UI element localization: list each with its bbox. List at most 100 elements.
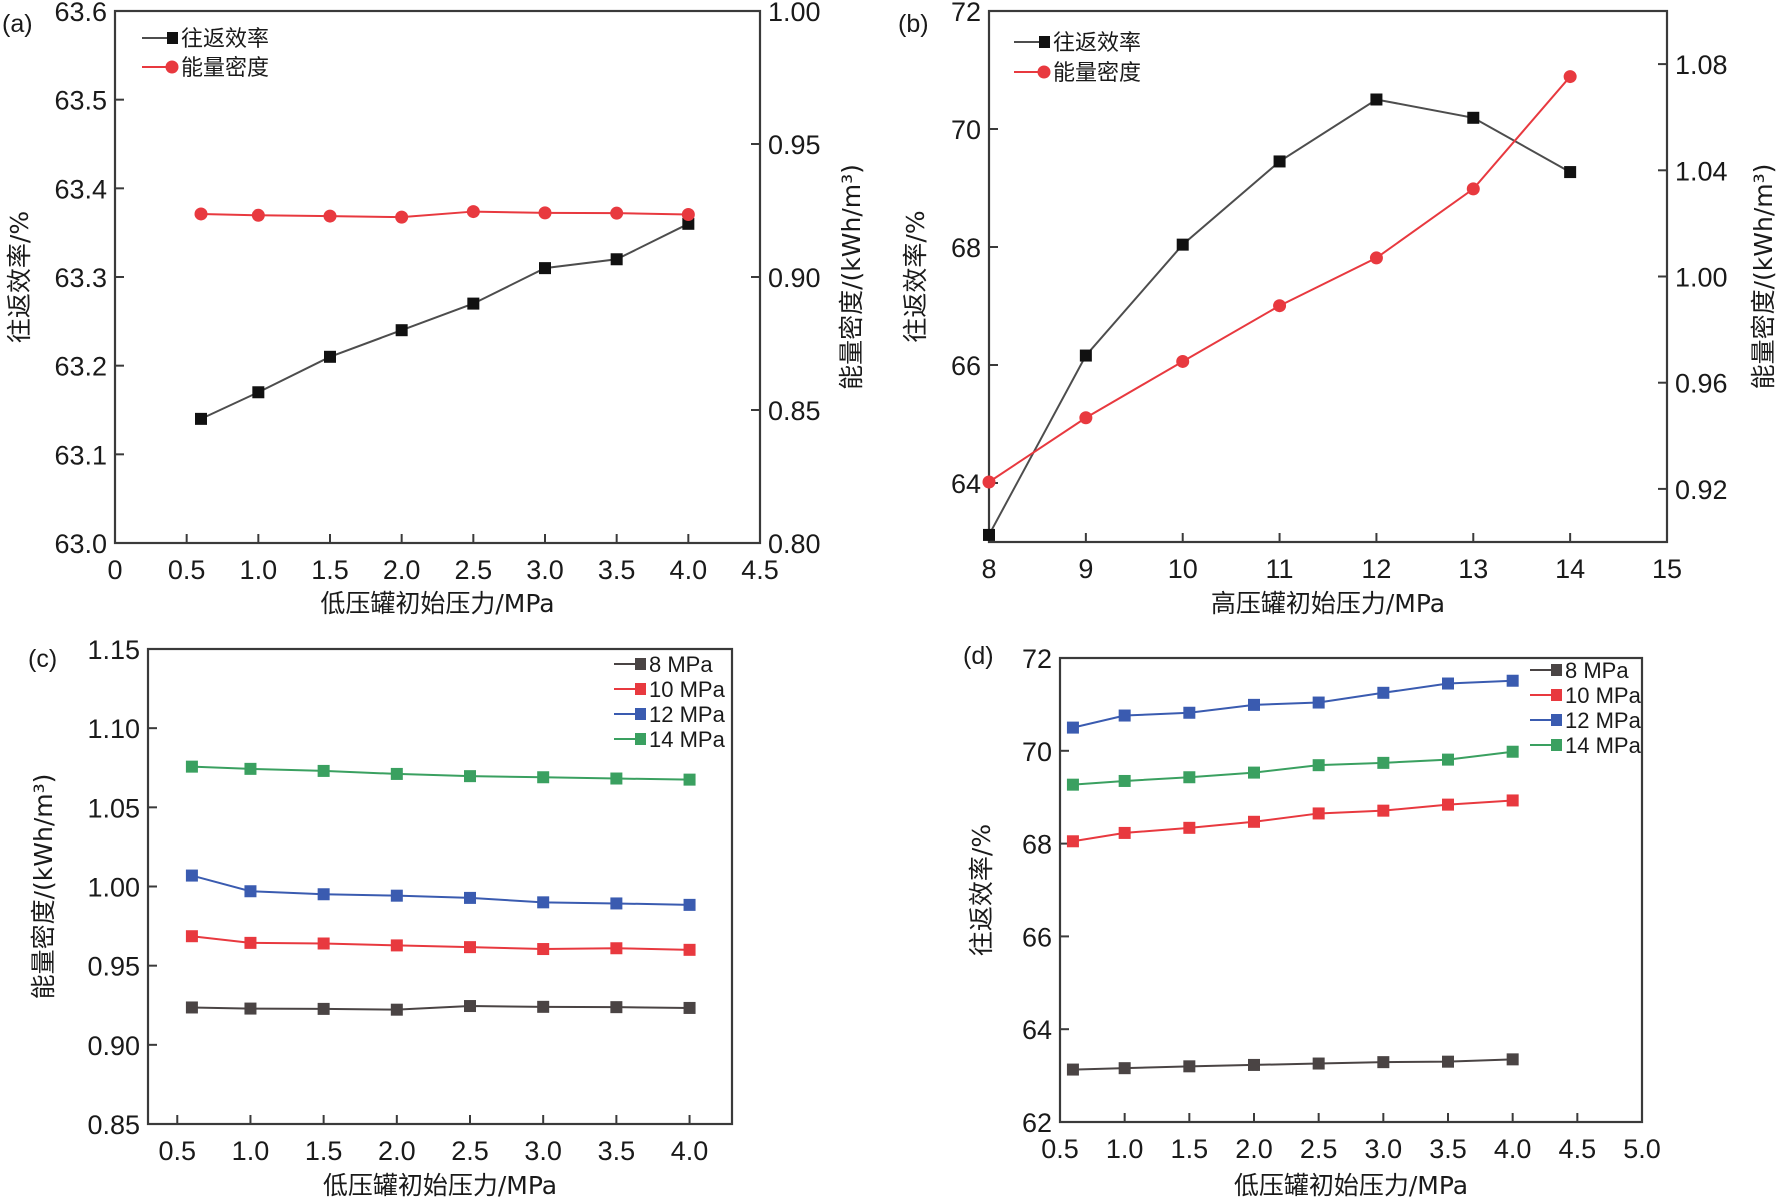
series-line <box>1072 750 1513 786</box>
series-line <box>191 874 690 906</box>
y-tick-label: 1.10 <box>87 714 140 744</box>
legend-label: 8 MPa <box>1565 658 1629 683</box>
data-point <box>683 1001 696 1014</box>
x-tick-label: 4.0 <box>671 1136 709 1166</box>
data-point <box>682 217 695 230</box>
x-tick-label: 3.0 <box>524 1136 562 1166</box>
data-point <box>681 207 695 221</box>
y2-axis-title: 能量密度/(kWh/m³) <box>837 164 866 390</box>
y-tick-label: 63.1 <box>54 440 107 470</box>
y-tick-label: 64 <box>1022 1015 1052 1045</box>
series-line <box>191 935 690 951</box>
series-b-1 <box>982 70 1577 489</box>
data-point <box>244 936 257 949</box>
series-line <box>1072 1058 1513 1071</box>
y2-tick-label: 1.04 <box>1675 156 1728 186</box>
data-point <box>1248 815 1260 828</box>
legend-marker <box>1039 36 1050 48</box>
data-point <box>1118 709 1131 722</box>
y-tick-label: 63.6 <box>54 0 107 27</box>
series-c-0 <box>185 1000 696 1016</box>
y2-tick-label: 1.08 <box>1675 50 1728 80</box>
y2-tick-label: 1.00 <box>1675 263 1728 293</box>
legend-label: 12 MPa <box>1565 708 1642 733</box>
x-tick-label: 13 <box>1458 554 1488 584</box>
y-tick-label: 70 <box>1022 737 1052 767</box>
panel-a: (a) 0 0.5 1.0 1.5 2.0 2.5 3.0 3.5 4.0 4.5 63.0 63.1 6… <box>2 0 866 618</box>
series-d-1 <box>1066 794 1519 848</box>
legend-marker <box>1551 664 1562 676</box>
series-line <box>200 210 689 219</box>
series-c-2 <box>185 869 696 911</box>
y2-tick-label: 0.90 <box>768 263 821 293</box>
data-point <box>390 939 403 952</box>
data-point <box>1442 753 1454 766</box>
data-point <box>1563 70 1577 84</box>
legend-marker <box>635 708 646 720</box>
data-point <box>390 767 403 780</box>
data-point <box>1066 1063 1079 1076</box>
data-point <box>1248 1058 1260 1071</box>
data-point <box>464 941 477 954</box>
legend-marker <box>1551 739 1562 751</box>
y-tick-label: 0.95 <box>87 952 140 982</box>
y2-tick-label: 1.00 <box>768 0 821 27</box>
data-point <box>1183 1060 1196 1073</box>
x-tick-label: 10 <box>1168 554 1198 584</box>
data-point <box>1183 821 1196 834</box>
data-point <box>1506 674 1519 687</box>
x-tick-label: 1.0 <box>240 555 278 585</box>
data-point <box>1079 349 1092 362</box>
y-tick-label: 1.15 <box>87 635 140 665</box>
data-point <box>1442 1055 1454 1068</box>
data-point <box>185 1001 198 1014</box>
y-tick-label: 72 <box>951 0 981 27</box>
x-tick-label: 2.0 <box>1235 1134 1273 1164</box>
data-point <box>466 205 480 219</box>
legend-label: 12 MPa <box>649 702 726 727</box>
data-point <box>610 1001 623 1014</box>
data-point <box>317 764 330 777</box>
data-point <box>1066 721 1079 734</box>
legend-label: 14 MPa <box>649 727 726 752</box>
data-point <box>1118 826 1131 839</box>
legend-label: 8 MPa <box>649 652 713 677</box>
data-point <box>252 386 265 399</box>
data-point <box>1564 166 1577 179</box>
x-tick-label: 15 <box>1652 554 1682 584</box>
data-point <box>1377 686 1390 699</box>
data-point <box>195 412 207 425</box>
data-point <box>610 897 623 910</box>
data-point <box>539 262 551 275</box>
y-tick-label: 62 <box>1022 1108 1052 1138</box>
series-b-0 <box>983 93 1577 541</box>
data-point <box>185 760 198 773</box>
data-point <box>1370 93 1383 106</box>
data-point <box>1369 251 1383 265</box>
series-line <box>1072 679 1513 729</box>
legend-marker <box>635 658 646 670</box>
x-tick-label: 4.0 <box>670 555 708 585</box>
data-point <box>1312 696 1325 709</box>
x-axis-title: 低压罐初始压力/MPa <box>1234 1171 1468 1200</box>
legend-marker <box>635 733 646 745</box>
data-point <box>610 772 623 785</box>
x-tick-label: 9 <box>1078 554 1093 584</box>
y2-tick-label: 0.95 <box>768 130 821 160</box>
panel-label: (d) <box>963 642 994 670</box>
plot-frame <box>113 9 762 545</box>
y-tick-label: 63.0 <box>54 529 107 559</box>
y2-axis-title: 能量密度/(kWh/m³) <box>1749 164 1778 390</box>
data-point <box>1176 238 1189 251</box>
y-tick-label: 70 <box>951 115 981 145</box>
data-point <box>244 1002 257 1015</box>
data-point <box>1467 111 1480 124</box>
y-axis-title: 往返效率/% <box>967 824 996 956</box>
data-point <box>1176 354 1190 368</box>
x-tick-label: 2.5 <box>451 1136 489 1166</box>
panel-label: (a) <box>2 10 33 38</box>
y-axis-title: 往返效率/% <box>5 211 34 343</box>
data-point <box>251 208 265 222</box>
